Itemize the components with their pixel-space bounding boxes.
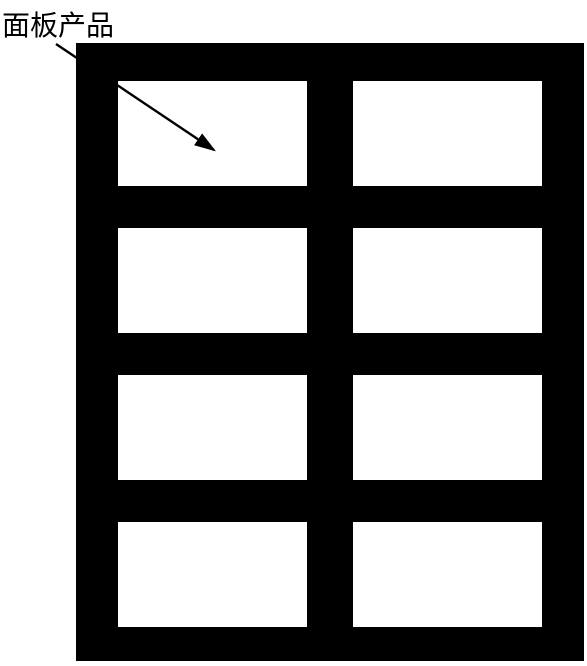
panel-cell-0-0 xyxy=(118,81,307,186)
panel-cell-3-0 xyxy=(118,522,307,627)
diagram-label: 面板产品 xyxy=(2,4,114,44)
panel-cell-3-1 xyxy=(353,522,542,627)
panel-cell-1-0 xyxy=(118,228,307,333)
panel-cell-2-0 xyxy=(118,375,307,480)
panel-cell-0-1 xyxy=(353,81,542,186)
panel-cell-1-1 xyxy=(353,228,542,333)
panel-cell-2-1 xyxy=(353,375,542,480)
panel-grid xyxy=(76,43,584,661)
